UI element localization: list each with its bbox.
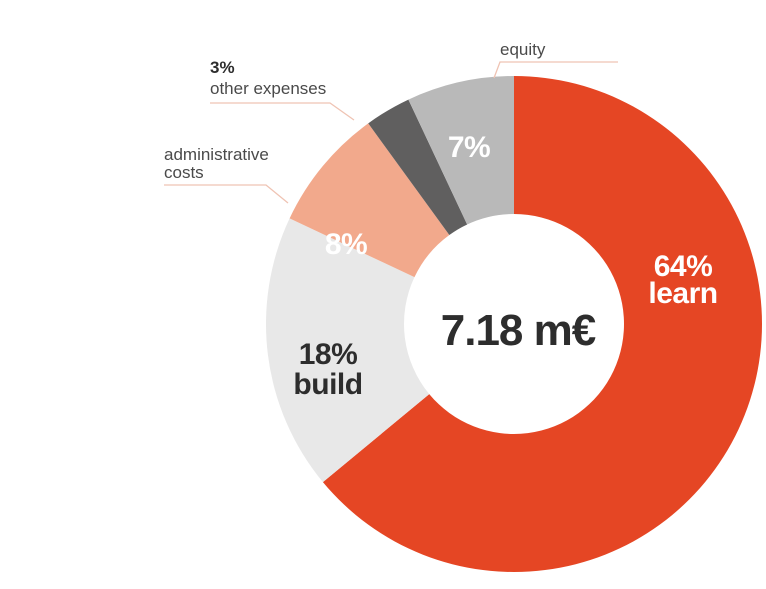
other-expenses-leader-line xyxy=(210,102,355,121)
equity-percent-label: 7% xyxy=(448,131,490,164)
admin-slice xyxy=(289,123,450,278)
other-expenses-percent-label: 3% xyxy=(210,58,235,77)
center-total-label: 7.18 m€ xyxy=(441,306,596,355)
slice-labels: 64% learn 18% build 8% 7% xyxy=(293,131,718,401)
admin-costs-callout-line2: costs xyxy=(164,163,204,182)
equity-slice xyxy=(408,76,514,225)
admin-percent-label: 8% xyxy=(325,228,367,261)
build-slice xyxy=(265,218,430,483)
other-slice xyxy=(368,99,468,236)
other-expenses-callout-label: other expenses xyxy=(210,79,326,98)
equity-callout-label: equity xyxy=(500,40,546,59)
callouts: equity 3% other expenses administrative … xyxy=(164,40,618,204)
build-percent-label: 18% xyxy=(299,338,358,371)
learn-percent-label: 64% xyxy=(654,250,713,283)
admin-costs-leader-line xyxy=(164,184,289,204)
learn-slice xyxy=(322,76,763,573)
donut-slices xyxy=(265,76,763,573)
learn-name-label: learn xyxy=(648,277,717,310)
build-name-label: build xyxy=(293,368,362,401)
admin-costs-callout-line1: administrative xyxy=(164,145,269,164)
equity-leader-line xyxy=(493,61,618,79)
